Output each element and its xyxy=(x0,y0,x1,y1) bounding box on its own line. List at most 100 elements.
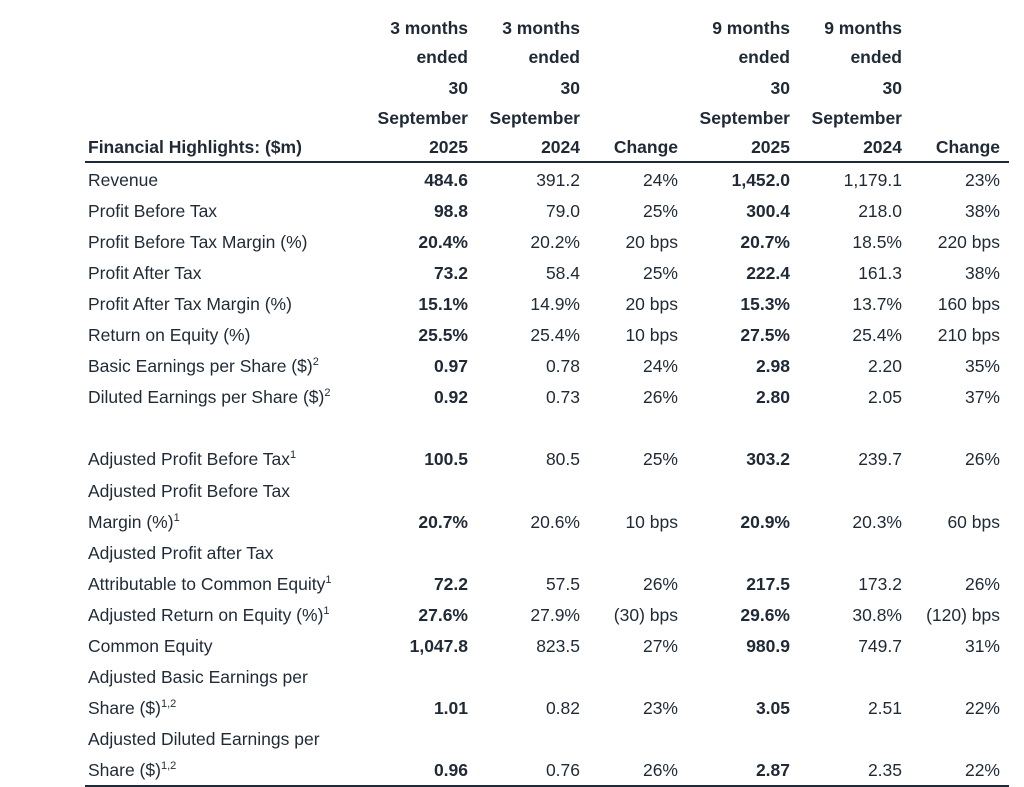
cell-value: 20 bps xyxy=(625,232,678,253)
row-label: Adjusted Basic Earnings per xyxy=(88,666,308,687)
cell-value: 2.51 xyxy=(867,697,902,718)
cell-value: (120) bps xyxy=(926,604,1000,625)
cell-value: 38% xyxy=(964,201,1000,222)
cell-value: 29.6% xyxy=(740,604,790,625)
cell-value: 1,179.1 xyxy=(843,170,902,190)
footnote-ref: 1,2 xyxy=(160,697,177,710)
column-header: 9 months xyxy=(712,18,790,38)
footnote-ref: 1,2 xyxy=(160,759,177,772)
cell-value: 25.4% xyxy=(852,325,902,346)
cell-value: 25.5% xyxy=(418,325,468,346)
cell-value: 80.5 xyxy=(545,449,580,470)
cell-value: 20.2% xyxy=(530,232,580,253)
cell-value: 391.2 xyxy=(536,170,580,190)
cell-value: 27.9% xyxy=(530,604,580,625)
column-header: 3 months xyxy=(502,18,580,38)
row-label: Diluted Earnings per Share ($)2 xyxy=(88,387,331,408)
column-header: Change xyxy=(613,137,678,157)
column-header: 30 xyxy=(448,78,468,98)
cell-value: 484.6 xyxy=(424,170,468,190)
cell-value: 2.35 xyxy=(867,759,902,780)
footnote-ref: 1 xyxy=(323,604,330,617)
cell-value: 3.05 xyxy=(755,697,790,718)
cell-value: 57.5 xyxy=(545,573,580,594)
column-header: 30 xyxy=(770,78,790,98)
cell-value: 160 bps xyxy=(937,294,1000,315)
header-label: Financial Highlights: ($m) xyxy=(88,137,302,157)
cell-value: 303.2 xyxy=(746,449,790,470)
column-header: 2025 xyxy=(751,137,790,157)
cell-value: 14.9% xyxy=(530,294,580,315)
cell-value: 217.5 xyxy=(746,573,790,594)
cell-value: 749.7 xyxy=(858,635,902,656)
column-header: September xyxy=(377,108,468,128)
cell-value: 980.9 xyxy=(746,635,790,656)
column-header: 3 months xyxy=(390,18,468,38)
header-rule xyxy=(85,161,1009,163)
cell-value: 26% xyxy=(964,449,1000,470)
cell-value: 60 bps xyxy=(947,511,1000,532)
cell-value: 38% xyxy=(964,263,1000,284)
cell-value: 1.01 xyxy=(433,697,468,718)
row-label: Profit Before Tax Margin (%) xyxy=(88,232,308,253)
cell-value: 300.4 xyxy=(746,201,790,222)
cell-value: 15.3% xyxy=(740,294,790,315)
cell-value: 58.4 xyxy=(545,263,580,284)
cell-value: 26% xyxy=(642,759,678,780)
cell-value: 27% xyxy=(642,635,678,656)
row-label: Adjusted Profit after Tax xyxy=(88,542,274,563)
column-header: 2025 xyxy=(429,137,468,157)
row-label: Profit Before Tax xyxy=(88,201,218,222)
cell-value: 26% xyxy=(964,573,1000,594)
cell-value: 20.4% xyxy=(418,232,468,253)
cell-value: (30) bps xyxy=(613,604,678,625)
cell-value: 0.97 xyxy=(433,356,468,377)
cell-value: 20.6% xyxy=(530,511,580,532)
cell-value: 161.3 xyxy=(858,263,902,284)
cell-value: 100.5 xyxy=(424,449,468,470)
cell-value: 222.4 xyxy=(746,263,790,284)
cell-value: 0.73 xyxy=(545,387,580,408)
column-header: September xyxy=(811,108,902,128)
row-label: Adjusted Profit Before Tax1 xyxy=(88,449,297,470)
cell-value: 24% xyxy=(642,356,678,377)
row-label: Attributable to Common Equity1 xyxy=(88,573,332,594)
row-label: Return on Equity (%) xyxy=(88,325,251,346)
column-header: ended xyxy=(738,47,790,67)
cell-value: 20.3% xyxy=(852,511,902,532)
cell-value: 18.5% xyxy=(852,232,902,253)
row-label: Adjusted Profit Before Tax xyxy=(88,480,291,501)
cell-value: 98.8 xyxy=(433,201,468,222)
cell-value: 2.87 xyxy=(755,759,790,780)
cell-value: 15.1% xyxy=(418,294,468,315)
row-label: Share ($)1,2 xyxy=(88,697,177,718)
cell-value: 0.82 xyxy=(545,697,580,718)
cell-value: 13.7% xyxy=(852,294,902,315)
column-header: ended xyxy=(528,47,580,67)
cell-value: 10 bps xyxy=(625,511,678,532)
column-header: 2024 xyxy=(541,137,580,157)
cell-value: 25.4% xyxy=(530,325,580,346)
row-label: Adjusted Diluted Earnings per xyxy=(88,728,320,749)
cell-value: 2.05 xyxy=(867,387,902,408)
cell-value: 20.7% xyxy=(418,511,468,532)
cell-value: 220 bps xyxy=(937,232,1000,253)
column-header: 30 xyxy=(882,78,902,98)
cell-value: 0.76 xyxy=(545,759,580,780)
cell-value: 218.0 xyxy=(858,201,902,222)
cell-value: 0.92 xyxy=(433,387,468,408)
cell-value: 1,452.0 xyxy=(731,170,790,190)
column-header: ended xyxy=(416,47,468,67)
cell-value: 0.78 xyxy=(545,356,580,377)
footnote-ref: 1 xyxy=(173,511,180,524)
cell-value: 823.5 xyxy=(536,635,580,656)
column-header: September xyxy=(489,108,580,128)
cell-value: 30.8% xyxy=(852,604,902,625)
cell-value: 210 bps xyxy=(937,325,1000,346)
cell-value: 2.80 xyxy=(755,387,790,408)
column-header: September xyxy=(699,108,790,128)
cell-value: 20 bps xyxy=(625,294,678,315)
footnote-ref: 2 xyxy=(324,387,331,400)
cell-value: 239.7 xyxy=(858,449,902,470)
cell-value: 37% xyxy=(964,387,1000,408)
